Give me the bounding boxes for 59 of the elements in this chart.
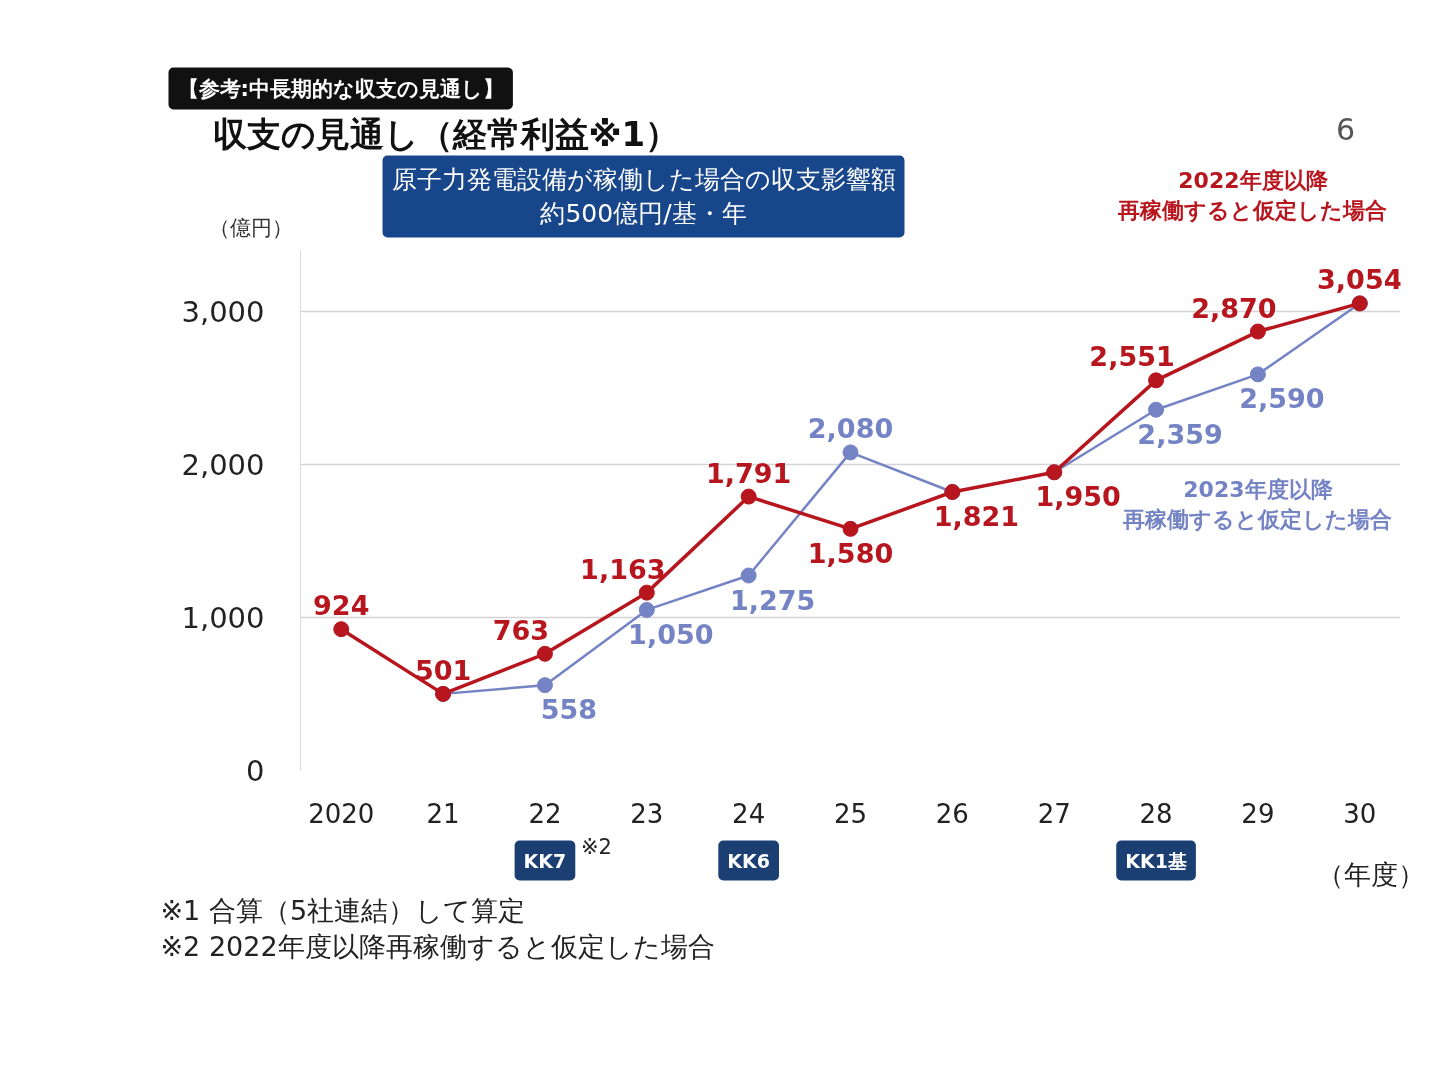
data-label: 1,950 — [1035, 481, 1121, 513]
y-tick-label: 2,000 — [181, 448, 265, 483]
data-label: 2,551 — [1089, 341, 1175, 373]
x-axis-title: （年度） — [1316, 859, 1425, 890]
x-tick-label: 2020 — [308, 798, 375, 829]
data-label: 1,163 — [580, 553, 666, 585]
y-tick-label: 3,000 — [181, 295, 265, 330]
data-label: 1,580 — [807, 537, 894, 569]
point — [1148, 401, 1165, 418]
text: KK1基 — [1125, 849, 1187, 872]
x-tick-label: 22 — [528, 798, 562, 829]
data-label: 558 — [540, 694, 598, 726]
text: 6 — [1335, 111, 1356, 147]
series-label: 2023年度以降再稼働すると仮定した場合 — [1122, 476, 1393, 532]
x-tick-label: 30 — [1343, 798, 1377, 829]
point — [333, 621, 350, 638]
x-tick-label: 26 — [935, 798, 969, 829]
point — [536, 645, 553, 662]
text: KK6 — [727, 849, 770, 872]
data-label: 1,791 — [705, 457, 792, 489]
data-label: 763 — [492, 614, 550, 646]
point — [740, 567, 757, 584]
point — [740, 488, 757, 505]
point — [1249, 323, 1266, 340]
point — [1249, 366, 1266, 383]
data-label: 501 — [414, 654, 472, 686]
data-label: 2,359 — [1137, 418, 1223, 450]
x-tick-label: 23 — [630, 798, 664, 829]
x-tick-label: 21 — [426, 798, 460, 829]
data-label: 1,050 — [628, 618, 714, 650]
point — [536, 677, 553, 694]
data-label: 3,054 — [1317, 264, 1403, 296]
point — [638, 584, 655, 601]
text: ※2 — [580, 834, 612, 859]
text: KK7 — [523, 849, 567, 872]
chart-title: 収支の見通し（経常利益※1） — [212, 113, 680, 154]
point — [842, 444, 859, 461]
x-tick-label: 29 — [1241, 798, 1275, 829]
point — [842, 520, 859, 537]
x-tick-label: 28 — [1139, 798, 1173, 829]
y-tick-label: 0 — [246, 754, 265, 788]
y-axis-title: （億円） — [208, 215, 293, 240]
data-label: 2,870 — [1191, 292, 1277, 324]
data-label: 1,821 — [933, 500, 1020, 532]
x-tick-label: 24 — [732, 798, 766, 829]
data-label: 2,590 — [1239, 383, 1325, 415]
text: 原子力発電設備が稼働した場合の収支影響額約500億円/基・年 — [391, 164, 896, 229]
data-label: 924 — [313, 590, 370, 622]
text: ※1 合算（5社連結）して算定 — [160, 895, 526, 926]
data-label: 2,080 — [807, 413, 894, 445]
text: ※2 2022年度以降再稼働すると仮定した場合 — [160, 931, 715, 962]
text: 【参考:中長期的な収支の見通し】 — [177, 76, 504, 101]
x-tick-label: 25 — [833, 798, 868, 829]
x-tick-label: 27 — [1037, 798, 1071, 829]
text: 2022年度以降再稼働すると仮定した場合 — [1117, 168, 1388, 223]
point — [638, 601, 655, 618]
point — [1148, 372, 1165, 389]
data-label: 1,275 — [729, 584, 816, 616]
y-tick-label: 1,000 — [181, 601, 265, 636]
